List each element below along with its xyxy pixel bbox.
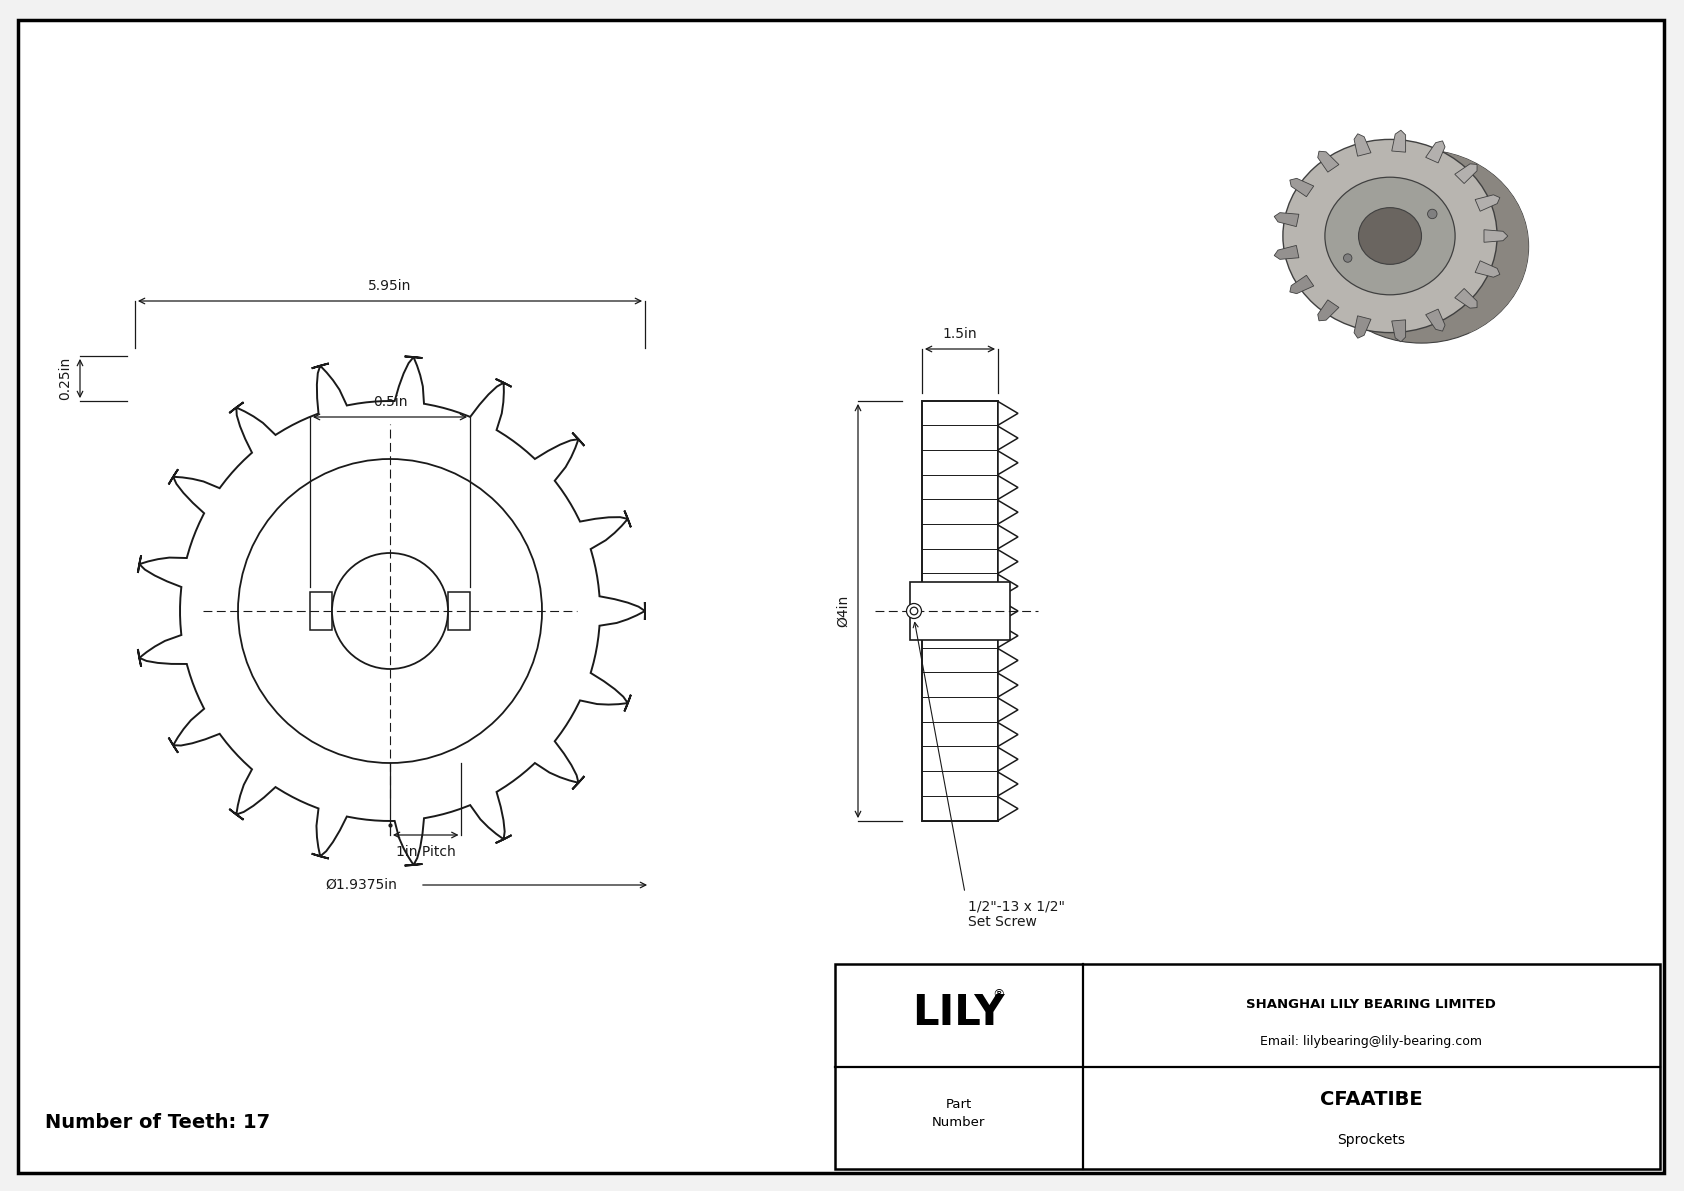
Text: ®: ® <box>992 987 1005 1000</box>
Polygon shape <box>1290 275 1314 294</box>
Polygon shape <box>999 451 1019 475</box>
Polygon shape <box>1475 261 1500 278</box>
FancyBboxPatch shape <box>835 964 1660 1170</box>
Ellipse shape <box>1315 150 1529 343</box>
Polygon shape <box>999 550 1019 573</box>
Polygon shape <box>138 356 645 866</box>
Polygon shape <box>1354 316 1371 338</box>
Circle shape <box>237 459 542 763</box>
Polygon shape <box>1455 288 1477 308</box>
Ellipse shape <box>1283 139 1497 332</box>
Text: SHANGHAI LILY BEARING LIMITED: SHANGHAI LILY BEARING LIMITED <box>1246 998 1495 1011</box>
Polygon shape <box>999 748 1019 771</box>
Text: 1.5in: 1.5in <box>943 328 977 341</box>
Circle shape <box>1428 210 1436 219</box>
FancyBboxPatch shape <box>448 592 470 630</box>
Polygon shape <box>1319 300 1339 320</box>
Text: LILY: LILY <box>913 992 1005 1034</box>
Text: Number of Teeth: 17: Number of Teeth: 17 <box>45 1114 269 1133</box>
Text: 0.25in: 0.25in <box>57 357 72 400</box>
Text: 1in Pitch: 1in Pitch <box>396 844 456 859</box>
Circle shape <box>909 607 918 615</box>
Polygon shape <box>999 698 1019 722</box>
Polygon shape <box>1426 310 1445 331</box>
Polygon shape <box>999 500 1019 524</box>
Text: Part
Number: Part Number <box>931 1098 985 1129</box>
Polygon shape <box>1475 195 1500 211</box>
Polygon shape <box>1290 179 1314 197</box>
Polygon shape <box>999 772 1019 796</box>
FancyBboxPatch shape <box>310 592 332 630</box>
Text: Ø1.9375in: Ø1.9375in <box>325 878 397 892</box>
FancyBboxPatch shape <box>909 582 1010 640</box>
Ellipse shape <box>1325 177 1455 295</box>
Polygon shape <box>1275 245 1298 260</box>
FancyBboxPatch shape <box>19 20 1664 1173</box>
FancyBboxPatch shape <box>923 401 999 821</box>
Text: 1/2"-13 x 1/2"
Set Screw: 1/2"-13 x 1/2" Set Screw <box>968 899 1064 929</box>
Text: 0.5in: 0.5in <box>372 395 408 409</box>
Ellipse shape <box>1359 207 1421 264</box>
Polygon shape <box>1275 213 1298 226</box>
Polygon shape <box>1455 164 1477 183</box>
Polygon shape <box>1354 133 1371 156</box>
Circle shape <box>906 604 921 618</box>
Polygon shape <box>999 426 1019 450</box>
Polygon shape <box>1484 230 1507 242</box>
Polygon shape <box>999 525 1019 549</box>
Polygon shape <box>1426 141 1445 163</box>
Polygon shape <box>999 649 1019 672</box>
Polygon shape <box>1372 139 1529 332</box>
Circle shape <box>332 553 448 669</box>
Polygon shape <box>1391 130 1406 152</box>
Polygon shape <box>1391 320 1406 342</box>
Circle shape <box>1344 254 1352 262</box>
Polygon shape <box>999 599 1019 623</box>
Polygon shape <box>999 624 1019 648</box>
Polygon shape <box>999 723 1019 747</box>
Polygon shape <box>999 673 1019 697</box>
Polygon shape <box>999 574 1019 598</box>
Polygon shape <box>999 797 1019 821</box>
Text: CFAATIBE: CFAATIBE <box>1320 1090 1423 1109</box>
Text: Sprockets: Sprockets <box>1337 1134 1404 1147</box>
Text: Email: lilybearing@lily-bearing.com: Email: lilybearing@lily-bearing.com <box>1260 1035 1482 1048</box>
Text: 5.95in: 5.95in <box>369 279 411 293</box>
Text: Ø4in: Ø4in <box>835 594 850 628</box>
Polygon shape <box>1319 151 1339 173</box>
Polygon shape <box>999 475 1019 499</box>
Polygon shape <box>999 401 1019 425</box>
